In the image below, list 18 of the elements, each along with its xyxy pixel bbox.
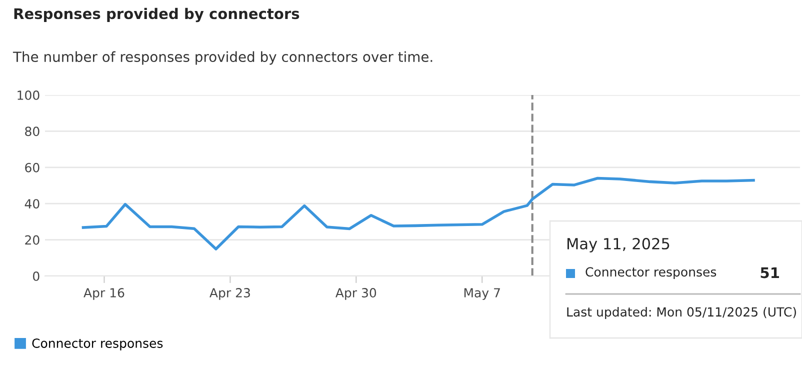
y-tick-label: 80	[25, 126, 40, 136]
chart-title: Responses provided by connectors	[14, 8, 300, 22]
legend-label: Connector responses	[32, 338, 163, 350]
y-tick-label: 60	[25, 162, 40, 172]
y-tick-label: 40	[24, 199, 40, 209]
y-tick-label: 20	[25, 235, 40, 245]
chart-subtitle: The number of responses provided by connectors over time.	[12, 51, 432, 65]
y-tick-label: 100	[18, 90, 40, 100]
annotation: 51	[760, 267, 779, 278]
y-tick-label: 0	[33, 271, 40, 281]
x-tick-label: May 7	[464, 288, 500, 300]
x-tick-label: Apr 23	[210, 288, 250, 300]
annotation: Connector responses	[586, 267, 716, 280]
line-series	[82, 176, 755, 250]
x-tick-label: Apr 30	[335, 288, 376, 300]
text: Last updated: Mon 05/11/2025 (UTC)	[567, 306, 796, 320]
annotation: May 11, 2025	[568, 238, 670, 252]
x-tick-label: Apr 16	[84, 288, 124, 300]
